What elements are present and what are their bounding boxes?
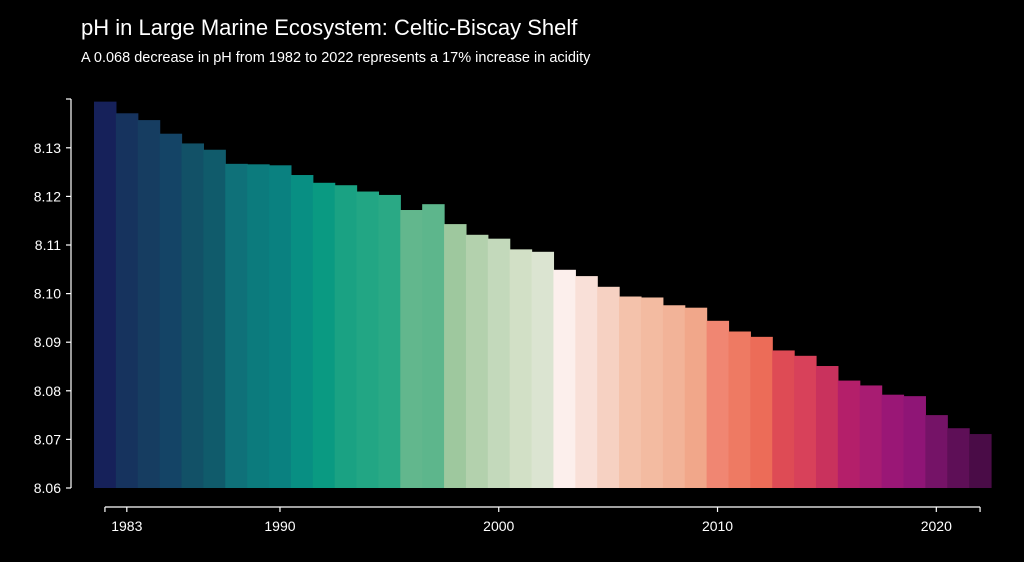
bar-2009 — [684, 307, 708, 488]
bar-1993 — [334, 185, 358, 488]
bar-2014 — [794, 355, 817, 488]
bar-2019 — [903, 396, 926, 488]
bar-1982 — [94, 101, 117, 488]
bar-2017 — [859, 385, 883, 488]
bar-1996 — [400, 210, 423, 488]
bar-1995 — [378, 194, 401, 488]
bar-2004 — [575, 276, 598, 488]
bar-2016 — [837, 380, 861, 488]
bar-1998 — [444, 224, 467, 488]
x-tick-label: 1983 — [111, 518, 142, 534]
bar-2008 — [662, 305, 686, 488]
y-tick-label: 8.08 — [34, 383, 61, 399]
bar-1991 — [290, 175, 314, 488]
bar-2010 — [706, 320, 730, 488]
bar-1992 — [312, 182, 336, 489]
bar-2020 — [925, 415, 948, 488]
bar-2003 — [553, 269, 576, 488]
bar-1999 — [465, 234, 489, 488]
y-axis-ticks: 8.06 8.07 8.08 8.09 8.10 8.11 8.12 8.13 — [34, 98, 71, 496]
bar-2013 — [772, 350, 795, 488]
bar-2001 — [509, 249, 533, 488]
bar-2000 — [487, 238, 511, 488]
x-tick-label: 2020 — [921, 518, 952, 534]
y-tick-label: 8.09 — [34, 334, 61, 350]
bar-1987 — [203, 149, 226, 489]
chart-subtitle: A 0.068 decrease in pH from 1982 to 2022… — [81, 50, 591, 66]
y-tick-label: 8.07 — [34, 431, 61, 447]
bars-group — [94, 101, 992, 489]
bar-1986 — [181, 143, 204, 488]
bar-1989 — [247, 164, 270, 488]
y-tick-label: 8.11 — [35, 237, 61, 253]
y-tick-label: 8.12 — [34, 188, 61, 204]
bar-2005 — [597, 286, 620, 488]
bar-2012 — [750, 336, 773, 488]
bar-2002 — [531, 251, 555, 488]
bar-1983 — [115, 113, 139, 488]
x-tick-label: 1990 — [264, 518, 295, 534]
bar-2015 — [815, 366, 839, 488]
bar-2011 — [728, 331, 751, 488]
y-tick-label: 8.10 — [34, 286, 61, 302]
bar-1985 — [159, 133, 183, 488]
bar-1994 — [356, 191, 380, 489]
x-tick-label: 2010 — [702, 518, 733, 534]
bar-1990 — [269, 165, 292, 489]
bar-1988 — [225, 163, 248, 488]
bar-2021 — [947, 428, 970, 488]
x-tick-label: 2000 — [483, 518, 514, 534]
y-tick-label: 8.06 — [34, 480, 61, 496]
chart-title: pH in Large Marine Ecosystem: Celtic-Bis… — [81, 15, 578, 40]
bar-2007 — [640, 297, 664, 488]
bar-2022 — [969, 434, 992, 488]
bar-2006 — [619, 296, 642, 488]
bar-1997 — [422, 204, 445, 488]
y-tick-label: 8.13 — [34, 140, 61, 156]
bar-1984 — [137, 120, 161, 488]
x-axis-ticks: 1983 1990 2000 2010 2020 — [104, 507, 981, 534]
bar-2018 — [881, 394, 905, 488]
